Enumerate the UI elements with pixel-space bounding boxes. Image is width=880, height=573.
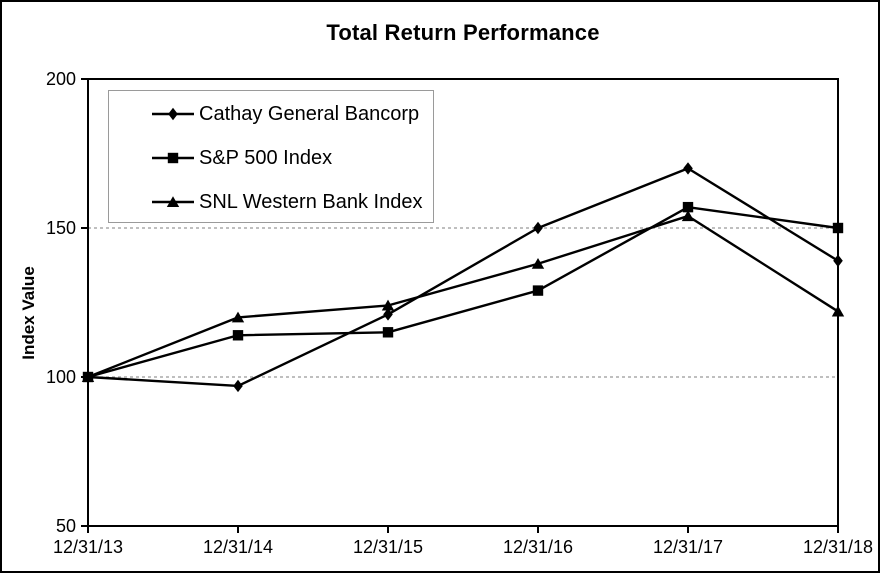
x-tick-label-12-31-13: 12/31/13 bbox=[52, 537, 124, 557]
legend-sample-marker-diamond bbox=[168, 107, 178, 121]
marker-diamond-cathay-general-bancorp-1 bbox=[233, 379, 243, 393]
marker-square-s-p-500-index-4 bbox=[682, 201, 694, 213]
marker-triangle-snl-western-bank-index-2 bbox=[381, 299, 395, 311]
marker-diamond-cathay-general-bancorp-4 bbox=[683, 162, 693, 175]
legend-diamond-icon bbox=[152, 107, 194, 121]
legend-item-snl-western-bank-index: SNL Western Bank Index bbox=[109, 180, 433, 224]
x-tick-label-12-31-16: 12/31/16 bbox=[502, 537, 574, 557]
marker-triangle-snl-western-bank-index-3 bbox=[531, 257, 545, 269]
legend: Cathay General Bancorp S&P 500 Index SNL W… bbox=[108, 90, 434, 223]
y-tick-label-200: 200 bbox=[45, 69, 76, 89]
legend-label-snl-western-bank-index: SNL Western Bank Index bbox=[199, 190, 423, 213]
x-tick-label-12-31-15: 12/31/15 bbox=[352, 537, 424, 557]
y-tick-label-50: 50 bbox=[55, 516, 76, 536]
plot-frame bbox=[87, 78, 839, 527]
series-line-snl-western-bank-index bbox=[87, 214, 839, 379]
x-tick-label-12-31-14: 12/31/14 bbox=[202, 537, 274, 557]
legend-label-cathay-general-bancorp: Cathay General Bancorp bbox=[199, 102, 420, 125]
chart-title: Total Return Performance bbox=[326, 20, 600, 45]
series-line-cathay-general-bancorp bbox=[87, 167, 839, 388]
legend-item-cathay-general-bancorp: Cathay General Bancorp bbox=[109, 92, 433, 136]
marker-diamond-cathay-general-bancorp-3 bbox=[533, 221, 543, 235]
legend-square-icon bbox=[152, 152, 194, 164]
marker-square-s-p-500-index-0 bbox=[82, 371, 94, 383]
marker-square-s-p-500-index-2 bbox=[382, 327, 394, 338]
marker-diamond-cathay-general-bancorp-2 bbox=[383, 308, 393, 321]
marker-square-s-p-500-index-1 bbox=[232, 330, 244, 341]
marker-square-s-p-500-index-5 bbox=[832, 222, 844, 234]
y-tick-label-100: 100 bbox=[45, 367, 76, 387]
marker-diamond-cathay-general-bancorp-5 bbox=[833, 254, 843, 267]
marker-triangle-snl-western-bank-index-1 bbox=[231, 311, 245, 323]
series-line-s-p-500-index bbox=[87, 205, 839, 379]
marker-triangle-snl-western-bank-index-5 bbox=[831, 305, 845, 317]
legend-sample-marker-triangle bbox=[166, 196, 180, 207]
y-tick-label-150: 150 bbox=[45, 218, 76, 238]
marker-square-s-p-500-index-3 bbox=[532, 285, 544, 296]
marker-triangle-snl-western-bank-index-4 bbox=[681, 210, 695, 222]
legend-sample-marker-square bbox=[167, 152, 179, 164]
x-tick-label-12-31-18: 12/31/18 bbox=[802, 537, 874, 557]
legend-item-s-p-500-index: S&P 500 Index bbox=[109, 136, 433, 180]
legend-label-s-p-500-index: S&P 500 Index bbox=[199, 146, 333, 169]
legend-triangle-icon bbox=[152, 196, 194, 207]
x-tick-label-12-31-17: 12/31/17 bbox=[652, 537, 724, 557]
